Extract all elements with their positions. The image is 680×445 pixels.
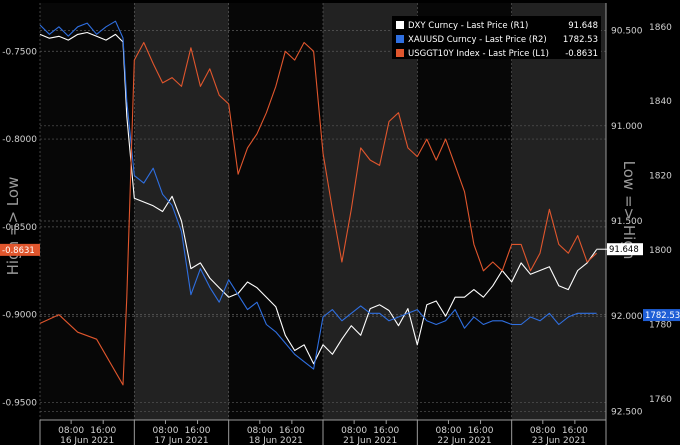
x-time-label: 08:00 bbox=[247, 426, 273, 436]
dxy-value-badge: 91.648 bbox=[609, 245, 639, 255]
legend-value: 91.648 bbox=[568, 21, 598, 31]
right-inner-tick-label: 91.000 bbox=[611, 122, 643, 132]
series-line bbox=[39, 20, 597, 370]
x-day-label: 23 Jun 2021 bbox=[532, 436, 586, 445]
value-badges: -0.8631 91.648 1782.53 bbox=[0, 243, 680, 322]
x-time-label: 16:00 bbox=[90, 426, 116, 436]
left-value-badge: -0.8631 bbox=[2, 246, 35, 256]
right-outer-tick-label: 1840 bbox=[649, 97, 672, 107]
right-outer-tick-label: 1800 bbox=[649, 246, 672, 256]
x-time-label: 16:00 bbox=[373, 426, 399, 436]
x-time-label: 08:00 bbox=[58, 426, 84, 436]
x-time-label: 16:00 bbox=[279, 426, 305, 436]
legend-value: 1782.53 bbox=[563, 35, 598, 45]
left-tick-label: -0.8500 bbox=[2, 223, 37, 233]
right-inner-tick-label: 91.500 bbox=[611, 217, 643, 227]
left-value-badge-bg bbox=[0, 243, 40, 256]
x-time-label: 16:00 bbox=[185, 426, 211, 436]
series-layer bbox=[39, 20, 598, 386]
legend-box bbox=[392, 16, 601, 59]
left-tick-label: -0.9500 bbox=[2, 398, 37, 408]
legend-label: USGGT10Y Index - Last Price (L1) bbox=[408, 49, 549, 59]
left-axis-title: High => Low bbox=[4, 177, 22, 276]
xau-value-badge-bg bbox=[643, 309, 680, 322]
series-line bbox=[39, 41, 597, 386]
x-time-label: 08:00 bbox=[152, 426, 178, 436]
x-day-label: 18 Jun 2021 bbox=[249, 436, 303, 445]
x-time-label: 08:00 bbox=[435, 426, 461, 436]
legend-value: -0.8631 bbox=[565, 49, 598, 59]
x-time-label: 08:00 bbox=[530, 426, 556, 436]
right-inner-tick-label: 92.000 bbox=[611, 312, 643, 322]
dxy-value-badge-bg bbox=[607, 243, 643, 256]
session-shade bbox=[323, 3, 418, 420]
legend-swatch bbox=[396, 49, 404, 57]
left-tick-label: -0.8000 bbox=[2, 135, 37, 145]
x-day-label: 16 Jun 2021 bbox=[60, 436, 114, 445]
left-tick-label: -0.7500 bbox=[2, 47, 37, 57]
x-day-label: 22 Jun 2021 bbox=[437, 436, 491, 445]
right-outer-tick-label: 1780 bbox=[649, 320, 672, 330]
xau-value-badge: 1782.53 bbox=[645, 311, 680, 321]
left-tick-label: -0.9000 bbox=[2, 311, 37, 321]
right-inner-tick-label: 90.500 bbox=[611, 27, 643, 37]
x-time-label: 16:00 bbox=[562, 426, 588, 436]
right-outer-tick-label: 1760 bbox=[649, 395, 672, 405]
x-day-label: 17 Jun 2021 bbox=[154, 436, 208, 445]
session-shade bbox=[134, 3, 229, 420]
right-outer-tick-label: 1820 bbox=[649, 172, 672, 182]
right-inner-tick-label: 92.500 bbox=[611, 407, 643, 417]
legend-swatch bbox=[396, 35, 404, 43]
legend-swatch bbox=[396, 21, 404, 29]
legend-label: XAUUSD Curncy - Last Price (R2) bbox=[408, 35, 547, 45]
x-time-label: 08:00 bbox=[341, 426, 367, 436]
axes-layer: -0.9500 -0.9000 -0.8500 -0.8000 -0.7500 90.50… bbox=[2, 3, 672, 445]
legend: DXY Curncy - Last Price (R1) 91.648 XAUUSD… bbox=[392, 16, 601, 59]
right-axis-title: Low => High bbox=[620, 161, 638, 260]
right-outer-tick-label: 1860 bbox=[649, 23, 672, 33]
x-day-label: 21 Jun 2021 bbox=[343, 436, 397, 445]
session-shade bbox=[511, 3, 606, 420]
x-time-label: 16:00 bbox=[468, 426, 494, 436]
legend-label: DXY Curncy - Last Price (R1) bbox=[408, 21, 528, 31]
session-shading bbox=[134, 3, 606, 420]
